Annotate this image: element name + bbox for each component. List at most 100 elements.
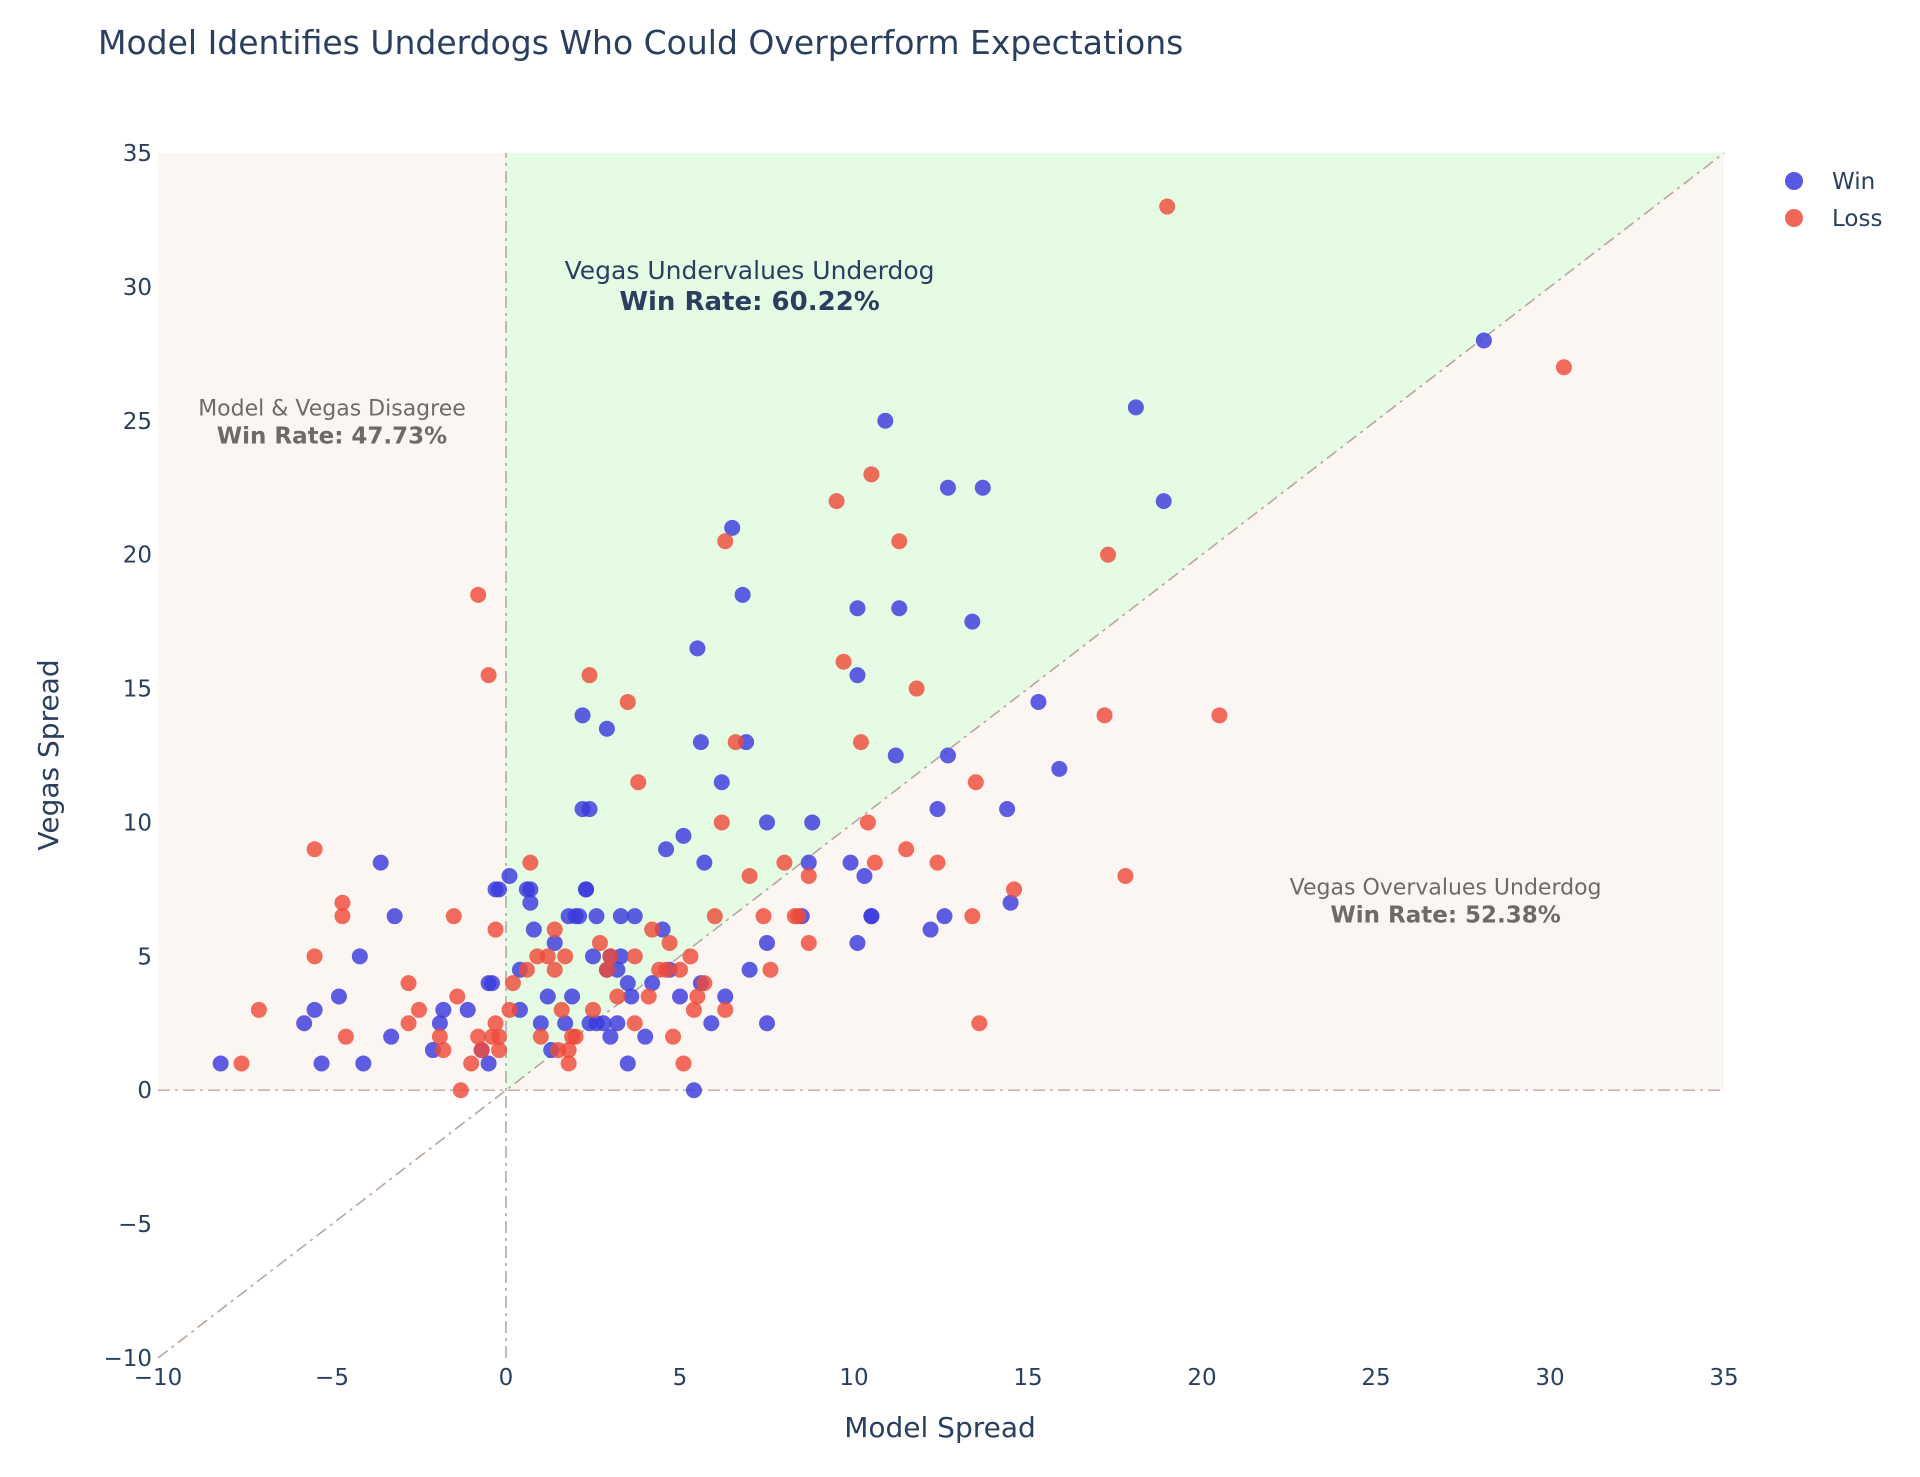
- scatter-point-loss: [675, 1055, 692, 1072]
- scatter-point-win: [936, 908, 953, 925]
- scatter-point-loss: [585, 1001, 601, 1018]
- x-tick-label: 30: [1535, 1365, 1564, 1391]
- scatter-point-loss: [755, 908, 772, 925]
- legend-marker-loss: [1785, 209, 1803, 227]
- scatter-point-loss: [835, 653, 852, 670]
- scatter-point-loss: [762, 961, 779, 978]
- scatter-point-loss: [898, 841, 915, 858]
- scatter-point-win: [675, 827, 692, 844]
- scatter-point-win: [585, 948, 601, 965]
- plot-area: −10 −5 0 5 10 15 20 25 30 35 −10 −5 0 5 10 15 20 25 30 35 Ve…: [103, 141, 1738, 1391]
- scatter-point-loss: [1117, 868, 1134, 884]
- scatter-point-win: [1051, 760, 1068, 777]
- scatter-point-win: [313, 1055, 330, 1072]
- scatter-point-win: [759, 1015, 775, 1032]
- scatter-point-loss: [445, 908, 462, 925]
- scatter-point-win: [849, 934, 866, 951]
- scatter-point-win: [939, 747, 956, 764]
- scatter-point-win: [929, 801, 946, 818]
- scatter-point-loss: [334, 908, 351, 925]
- scatter-point-loss: [640, 988, 657, 1005]
- scatter-point-loss: [971, 1015, 988, 1032]
- x-axis-title: Model Spread: [844, 1411, 1036, 1444]
- scatter-point-win: [724, 519, 741, 536]
- scatter-point-loss: [400, 1015, 417, 1032]
- scatter-point-loss: [626, 1015, 643, 1032]
- scatter-point-win: [759, 814, 775, 831]
- scatter-point-win: [522, 894, 539, 911]
- scatter-point-win: [964, 613, 981, 630]
- x-tick-label: 25: [1361, 1365, 1390, 1391]
- scatter-point-win: [1030, 693, 1047, 710]
- scatter-point-win: [212, 1055, 229, 1072]
- scatter-point-win: [612, 908, 629, 925]
- region-annotation-label: Vegas Undervalues Underdog: [565, 256, 935, 285]
- y-axis-title: Vegas Spread: [32, 659, 65, 850]
- diagonal-reference-line: [157, 152, 1725, 1359]
- scatter-point-win: [355, 1055, 372, 1072]
- scatter-point-loss: [546, 921, 563, 938]
- scatter-point-loss: [1100, 546, 1117, 563]
- scatter-point-loss: [553, 1001, 570, 1018]
- scatter-point-win: [564, 988, 581, 1005]
- scatter-point-win: [939, 479, 956, 496]
- scatter-point-win: [856, 868, 873, 884]
- scatter-point-loss: [859, 814, 876, 831]
- scatter-point-win: [703, 1015, 720, 1032]
- scatter-point-loss: [727, 734, 744, 751]
- legend-marker-win: [1785, 172, 1803, 190]
- scatter-point-loss: [689, 988, 706, 1005]
- y-tick-label: 35: [123, 141, 152, 167]
- scatter-point-loss: [1211, 707, 1228, 724]
- region-annotation-win-rate: Win Rate: 60.22%: [619, 287, 880, 317]
- region-model-vegas-disagree: [158, 153, 506, 1091]
- region-annotation-win-rate: Win Rate: 47.73%: [217, 423, 447, 449]
- scatter-point-loss: [501, 1001, 518, 1018]
- scatter-point-loss: [449, 988, 466, 1005]
- scatter-point-win: [484, 975, 501, 992]
- scatter-point-win: [330, 988, 347, 1005]
- scatter-point-win: [501, 868, 518, 884]
- scatter-point-loss: [609, 988, 626, 1005]
- scatter-point-loss: [411, 1001, 427, 1018]
- scatter-point-loss: [619, 693, 636, 710]
- scatter-point-loss: [591, 934, 608, 951]
- scatter-point-win: [459, 1001, 476, 1018]
- scatter-point-win: [383, 1028, 400, 1045]
- y-tick-label: −10: [103, 1346, 152, 1372]
- scatter-point-win: [685, 1082, 702, 1099]
- legend-label-win: Win: [1832, 169, 1875, 195]
- scatter-point-win: [974, 479, 991, 496]
- scatter-point-loss: [487, 921, 504, 938]
- scatter-point-loss: [828, 493, 845, 510]
- scatter-point-loss: [1096, 707, 1113, 724]
- x-tick-label: 0: [499, 1365, 514, 1391]
- scatter-point-loss: [908, 680, 925, 697]
- x-tick-label: 15: [1013, 1365, 1042, 1391]
- scatter-point-loss: [463, 1055, 480, 1072]
- scatter-point-loss: [581, 667, 598, 684]
- scatter-point-win: [581, 801, 598, 818]
- x-tick-label: 35: [1709, 1365, 1738, 1391]
- scatter-point-loss: [717, 533, 734, 550]
- scatter-point-loss: [567, 1028, 584, 1045]
- scatter-point-loss: [661, 934, 678, 951]
- scatter-point-loss: [658, 961, 675, 978]
- scatter-point-win: [1127, 399, 1144, 416]
- scatter-point-win: [672, 988, 688, 1005]
- scatter-point-loss: [518, 961, 535, 978]
- scatter-point-loss: [852, 734, 869, 751]
- x-tick-label: −5: [315, 1365, 349, 1391]
- scatter-point-win: [306, 1001, 323, 1018]
- scatter-point-loss: [800, 934, 817, 951]
- scatter-point-loss: [435, 1042, 452, 1059]
- scatter-point-win: [588, 908, 605, 925]
- scatter-point-loss: [487, 1015, 504, 1032]
- y-tick-label: 15: [123, 677, 152, 703]
- scatter-point-loss: [929, 854, 946, 871]
- scatter-point-win: [296, 1015, 313, 1032]
- scatter-point-win: [658, 841, 675, 858]
- chart-title: Model Identifies Underdogs Who Could Ove…: [98, 23, 1183, 62]
- scatter-point-win: [532, 1015, 549, 1032]
- scatter-point-loss: [306, 841, 323, 858]
